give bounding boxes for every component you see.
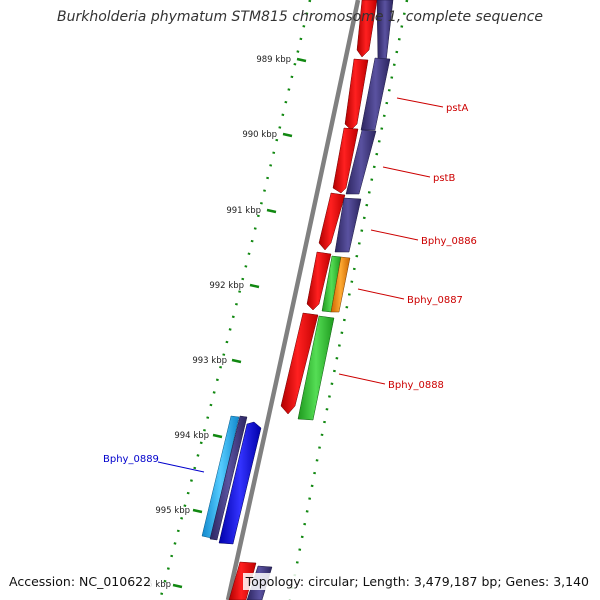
tick-992 bbox=[249, 283, 260, 289]
tick-995 bbox=[192, 508, 203, 514]
ruler-label-991: 991 kbp bbox=[226, 206, 261, 216]
tick-996 bbox=[172, 583, 183, 589]
ruler-labels: 989 kbp 990 kbp 991 kbp 992 kbp 993 kbp … bbox=[147, 55, 291, 590]
genome-backbone bbox=[225, 0, 361, 600]
callout-line-Bphy_0887 bbox=[357, 288, 405, 300]
forward-strand-features bbox=[228, 0, 378, 600]
ruler-label-993: 993 kbp bbox=[192, 356, 227, 366]
cds-forward-5 bbox=[228, 561, 257, 600]
gene-label-pstA[interactable]: pstA bbox=[446, 103, 468, 114]
tick-993 bbox=[231, 358, 242, 364]
cds-reverse-pstB bbox=[345, 129, 377, 195]
ruler-ticks bbox=[172, 57, 307, 589]
cds-forward-1 bbox=[356, 0, 378, 58]
gene-label-pstB[interactable]: pstB bbox=[433, 173, 455, 184]
callout-line-Bphy_0888 bbox=[338, 373, 386, 385]
cds-forward-4 bbox=[280, 312, 319, 415]
cds-forward-pstB bbox=[318, 192, 346, 251]
gene-callouts bbox=[157, 97, 444, 473]
gene-label-Bphy_0888[interactable]: Bphy_0888 bbox=[388, 380, 444, 391]
callout-line-pstA bbox=[396, 97, 444, 108]
gene-labels: pstA pstB Bphy_0886 Bphy_0887 Bphy_0888 … bbox=[103, 103, 477, 465]
cds-forward-2 bbox=[344, 58, 369, 131]
cds-forward-pstA bbox=[332, 127, 359, 194]
accession-text: Accession: NC_010622 bbox=[6, 573, 155, 590]
ruler-label-995: 995 kbp bbox=[155, 506, 190, 516]
gene-label-Bphy_0887[interactable]: Bphy_0887 bbox=[407, 295, 463, 306]
cds-forward-3 bbox=[306, 251, 332, 311]
ruler-label-990: 990 kbp bbox=[242, 130, 277, 140]
gene-label-Bphy_0886[interactable]: Bphy_0886 bbox=[421, 236, 477, 247]
tick-989 bbox=[296, 57, 307, 63]
cds-Bphy_0889-blue bbox=[218, 421, 262, 545]
cds-reverse-pstA bbox=[360, 57, 391, 131]
ruler-label-994: 994 kbp bbox=[174, 431, 209, 441]
map-title: Burkholderia phymatum STM815 chromosome … bbox=[56, 9, 543, 25]
cds-Bphy_0888-green bbox=[297, 315, 335, 421]
callout-line-Bphy_0886 bbox=[370, 229, 419, 241]
reverse-strand-features bbox=[334, 0, 394, 253]
callout-line-Bphy_0889 bbox=[157, 461, 205, 473]
ruler-label-992: 992 kbp bbox=[209, 281, 244, 291]
cds-reverse-Bphy_0886 bbox=[334, 197, 362, 253]
cds-Bphy_0889-purple bbox=[209, 415, 248, 541]
tick-990 bbox=[282, 132, 293, 138]
tick-991 bbox=[266, 208, 277, 214]
gene-label-Bphy_0889[interactable]: Bphy_0889 bbox=[103, 454, 159, 465]
ruler-label-996: 6 kbp bbox=[147, 580, 171, 590]
other-features bbox=[297, 255, 351, 421]
callout-line-pstB bbox=[382, 166, 431, 178]
tick-994 bbox=[212, 433, 223, 439]
cds-Bphy_0887-orange bbox=[330, 256, 351, 313]
topology-text: Topology: circular; Length: 3,479,187 bp… bbox=[242, 573, 592, 590]
ruler-label-989: 989 kbp bbox=[256, 55, 291, 65]
